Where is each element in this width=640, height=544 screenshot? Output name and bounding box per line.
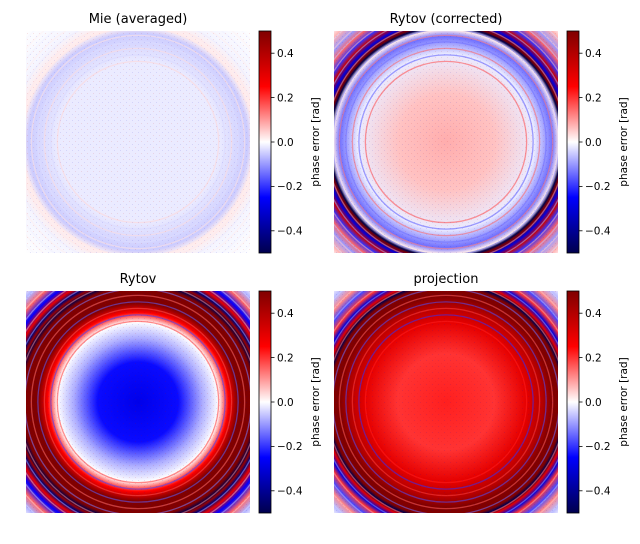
colorbar-tick-label: 0.4 bbox=[585, 48, 602, 60]
title-rytov: Rytov bbox=[120, 272, 157, 287]
colorbar-tick-label: −0.4 bbox=[277, 226, 303, 238]
colorbar-label: phase error [rad] bbox=[310, 97, 322, 186]
colorbar-tick-label: −0.4 bbox=[277, 486, 303, 498]
colorbar-tick-label: −0.4 bbox=[585, 226, 611, 238]
texture-overlay bbox=[334, 31, 558, 253]
colorbar-tick-label: 0.0 bbox=[277, 137, 294, 149]
colorbar-tick-label: 0.2 bbox=[585, 92, 602, 104]
colorbar-label: phase error [rad] bbox=[310, 357, 322, 446]
heatmap-panel-1 bbox=[26, 31, 250, 253]
colorbar-label: phase error [rad] bbox=[618, 97, 630, 186]
colorbar bbox=[566, 30, 580, 254]
colorbar-tick-label: 0.2 bbox=[277, 92, 294, 104]
colorbar-label: phase error [rad] bbox=[618, 357, 630, 446]
colorbar-tick-label: −0.2 bbox=[277, 181, 303, 193]
colorbar-tick-label: 0.4 bbox=[585, 308, 602, 320]
heatmap-panel-3 bbox=[26, 291, 250, 513]
colorbar-tick-label: 0.4 bbox=[277, 308, 294, 320]
colorbar-tick-label: 0.0 bbox=[585, 137, 602, 149]
colorbar-tick-label: 0.2 bbox=[277, 352, 294, 364]
heatmap-panel-4 bbox=[334, 291, 558, 513]
texture-overlay bbox=[26, 31, 250, 253]
colorbar bbox=[566, 290, 580, 514]
colorbar-tick-label: −0.2 bbox=[585, 181, 611, 193]
heatmap-panel-2 bbox=[334, 31, 558, 253]
colorbar-tick-label: 0.0 bbox=[585, 397, 602, 409]
colorbar-tick-label: 0.2 bbox=[585, 352, 602, 364]
texture-overlay bbox=[334, 291, 558, 513]
title-rytov-corrected: Rytov (corrected) bbox=[390, 12, 503, 27]
colorbar-tick-label: 0.0 bbox=[277, 397, 294, 409]
colorbar bbox=[258, 30, 272, 254]
colorbar-tick-label: −0.2 bbox=[585, 441, 611, 453]
title-projection: projection bbox=[414, 272, 479, 287]
colorbar-tick-label: −0.4 bbox=[585, 486, 611, 498]
colorbar bbox=[258, 290, 272, 514]
texture-overlay bbox=[26, 291, 250, 513]
colorbar-tick-label: 0.4 bbox=[277, 48, 294, 60]
colorbar-tick-label: −0.2 bbox=[277, 441, 303, 453]
title-mie-averaged: Mie (averaged) bbox=[89, 12, 188, 27]
